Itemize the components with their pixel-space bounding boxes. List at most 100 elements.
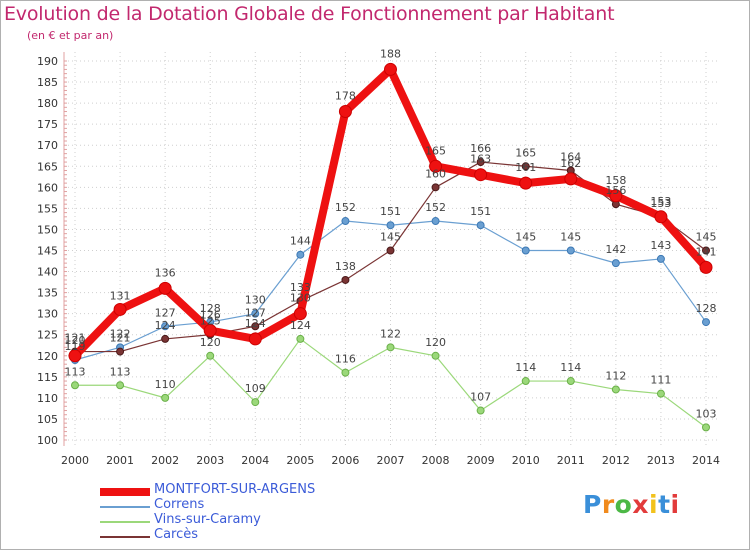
data-label: 151 <box>380 205 401 218</box>
y-tick-label: 105 <box>37 413 58 426</box>
data-label: 160 <box>425 167 446 180</box>
y-tick-label: 190 <box>37 55 58 68</box>
data-point <box>341 275 350 284</box>
x-tick-label: 2010 <box>512 454 540 467</box>
data-point <box>116 347 125 356</box>
y-tick-label: 165 <box>37 160 58 173</box>
data-point <box>656 389 665 398</box>
logo-letter: r <box>601 490 615 519</box>
data-label: 142 <box>605 243 626 256</box>
data-point <box>341 217 350 226</box>
logo-letter: i <box>670 490 680 519</box>
data-label: 144 <box>290 235 311 248</box>
data-label: 152 <box>425 201 446 214</box>
y-tick-label: 155 <box>37 202 58 215</box>
data-label: 122 <box>380 327 401 340</box>
y-tick-label: 180 <box>37 97 58 110</box>
logo-letter: P <box>583 490 602 519</box>
data-label: 165 <box>515 146 536 159</box>
x-tick-label: 2000 <box>61 454 89 467</box>
data-label: 124 <box>155 319 176 332</box>
data-point <box>338 105 352 119</box>
data-point <box>251 322 260 331</box>
data-point <box>656 254 665 263</box>
data-label: 143 <box>650 239 671 252</box>
x-tick-label: 2005 <box>286 454 314 467</box>
data-point <box>702 318 710 327</box>
y-tick-label: 175 <box>37 118 58 131</box>
data-label: 145 <box>515 231 536 244</box>
data-point <box>296 334 305 343</box>
proxiti-logo: Proxiti <box>583 490 680 519</box>
data-label: 153 <box>650 197 671 210</box>
data-point <box>654 210 668 224</box>
data-point <box>476 158 485 167</box>
data-label: 103 <box>696 407 717 420</box>
data-point <box>203 324 217 338</box>
data-point <box>71 381 79 390</box>
logo-letter: t <box>658 490 671 519</box>
data-label: 126 <box>200 309 221 322</box>
data-point <box>431 183 440 192</box>
data-point <box>431 217 440 226</box>
data-label: 114 <box>515 361 536 374</box>
data-point <box>386 221 395 230</box>
data-label: 121 <box>110 332 131 345</box>
data-point <box>251 398 260 407</box>
data-point <box>611 385 620 394</box>
data-label: 116 <box>335 353 356 366</box>
x-tick-label: 2012 <box>602 454 630 467</box>
data-point <box>386 343 395 352</box>
y-tick-label: 135 <box>37 287 58 300</box>
data-label: 114 <box>560 361 581 374</box>
x-tick-label: 2003 <box>196 454 224 467</box>
series-group <box>68 62 713 432</box>
legend-label: MONTFORT-SUR-ARGENS <box>154 482 316 497</box>
data-label: 145 <box>560 231 581 244</box>
data-label: 133 <box>290 281 311 294</box>
data-label: 120 <box>65 334 86 347</box>
data-label: 188 <box>380 47 401 60</box>
x-tick-label: 2007 <box>377 454 405 467</box>
axes <box>63 52 67 446</box>
logo-letter: i <box>649 490 659 519</box>
y-tick-label: 130 <box>37 308 58 321</box>
data-point <box>519 176 533 190</box>
data-point <box>702 246 710 255</box>
data-label: 128 <box>200 302 221 315</box>
data-point <box>68 349 82 363</box>
data-label: 121 <box>65 332 86 345</box>
logo-letter: x <box>632 490 649 519</box>
data-label: 153 <box>650 195 671 208</box>
x-tick-label: 2008 <box>422 454 450 467</box>
data-point <box>296 250 305 259</box>
legend-label: Correns <box>154 497 205 512</box>
legend-label: Carcès <box>154 527 199 542</box>
x-tick-labels: 2000 2001 2002 2003 2004 2005 2006 2007 2008 2009… <box>61 454 720 467</box>
data-label: 130 <box>245 294 266 307</box>
legend-swatch <box>100 506 150 508</box>
data-label: 131 <box>110 289 131 302</box>
data-label: 151 <box>470 205 491 218</box>
x-tick-label: 2002 <box>151 454 179 467</box>
logo-letter: o <box>614 490 633 519</box>
data-label: 161 <box>515 161 536 174</box>
y-tick-label: 125 <box>37 329 58 342</box>
data-label: 112 <box>605 369 626 382</box>
x-tick-label: 2001 <box>106 454 134 467</box>
data-label: 145 <box>380 231 401 244</box>
data-label: 152 <box>335 201 356 214</box>
data-label: 166 <box>470 142 491 155</box>
data-point <box>116 381 125 390</box>
y-tick-labels: 100 105 110 115 120 125 130 135 140 145 150 155 160 1… <box>37 55 58 447</box>
data-point <box>431 351 440 360</box>
data-label: 113 <box>110 365 131 378</box>
data-point <box>161 322 170 331</box>
data-label: 125 <box>200 315 221 328</box>
y-tick-label: 150 <box>37 223 58 236</box>
x-tick-label: 2009 <box>467 454 495 467</box>
data-label: 163 <box>470 153 491 166</box>
y-tick-label: 170 <box>37 139 58 152</box>
